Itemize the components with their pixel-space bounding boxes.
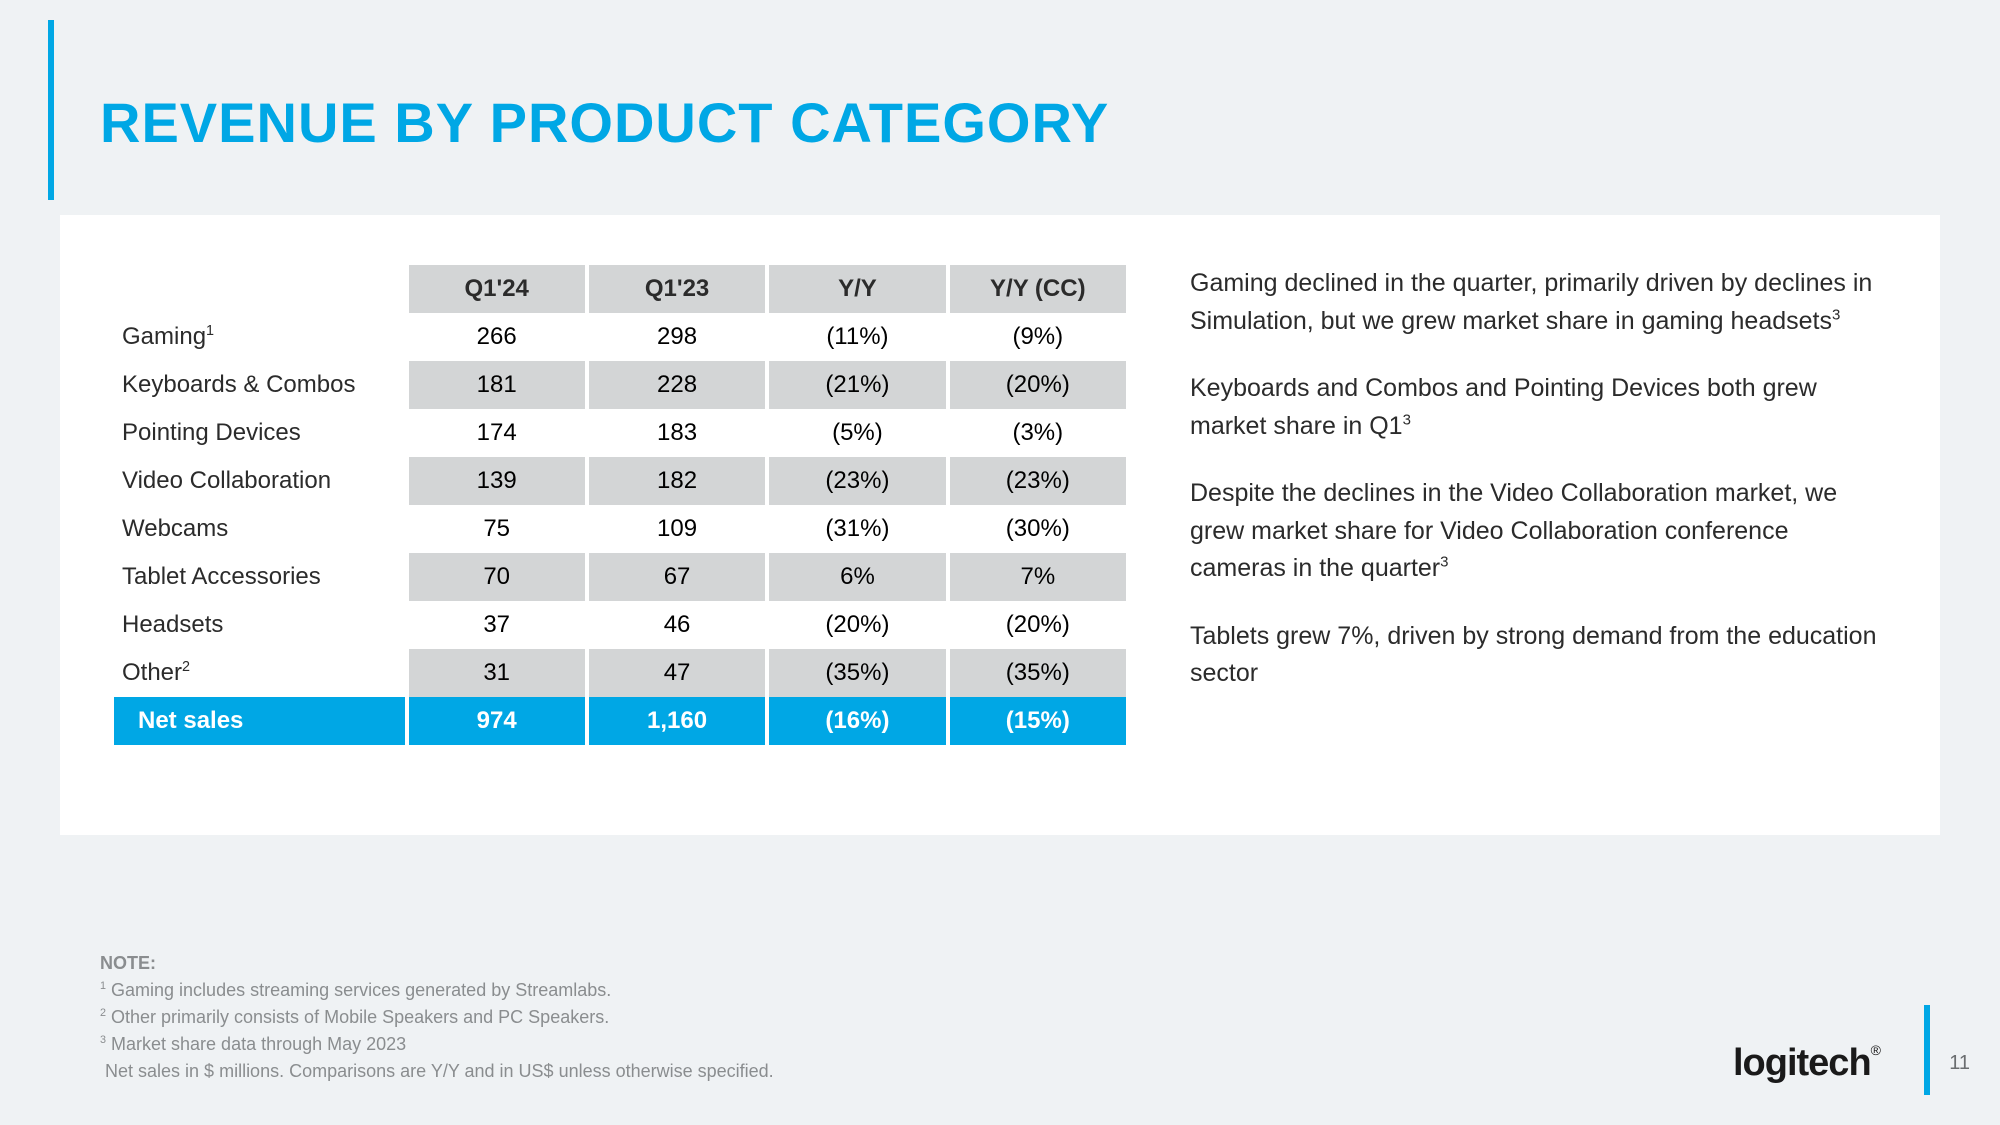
cell-q124: 181 [409,361,585,409]
cell-q124: 174 [409,409,585,457]
commentary-p4: Tablets grew 7%, driven by strong demand… [1190,618,1890,693]
row-label: Headsets [114,601,405,649]
header-yycc: Y/Y (CC) [950,265,1126,313]
cell-yy: (21%) [769,361,945,409]
table-row: Keyboards & Combos181228(21%)(20%) [114,361,1126,409]
cell-yy: (11%) [769,313,945,361]
total-yycc: (15%) [950,697,1126,745]
footnotes: NOTE: 1 Gaming includes streaming servic… [100,950,774,1085]
total-label: Net sales [114,697,405,745]
table-row: Other23147(35%)(35%) [114,649,1126,697]
cell-yycc: 7% [950,553,1126,601]
cell-yycc: (30%) [950,505,1126,553]
cell-yy: (35%) [769,649,945,697]
cell-yycc: (23%) [950,457,1126,505]
cell-q124: 31 [409,649,585,697]
cell-yycc: (3%) [950,409,1126,457]
cell-q124: 139 [409,457,585,505]
table-row: Pointing Devices174183(5%)(3%) [114,409,1126,457]
row-label: Keyboards & Combos [114,361,405,409]
row-label: Webcams [114,505,405,553]
header-q124: Q1'24 [409,265,585,313]
accent-bar [48,20,54,200]
footnote-2: 2 Other primarily consists of Mobile Spe… [100,1004,774,1031]
cell-q123: 182 [589,457,765,505]
cell-yy: (23%) [769,457,945,505]
commentary-p1: Gaming declined in the quarter, primaril… [1190,265,1890,340]
table-row: Tablet Accessories70676%7% [114,553,1126,601]
commentary-p3: Despite the declines in the Video Collab… [1190,475,1890,588]
total-q123: 1,160 [589,697,765,745]
footnote-3: 3 Market share data through May 2023 [100,1031,774,1058]
total-yy: (16%) [769,697,945,745]
revenue-table: Q1'24 Q1'23 Y/Y Y/Y (CC) Gaming1266298(1… [110,265,1130,745]
row-label: Other2 [114,649,405,697]
registered-icon: ® [1871,1042,1880,1058]
cell-q123: 46 [589,601,765,649]
row-label: Gaming1 [114,313,405,361]
revenue-table-wrap: Q1'24 Q1'23 Y/Y Y/Y (CC) Gaming1266298(1… [110,265,1130,805]
cell-yy: 6% [769,553,945,601]
cell-q123: 183 [589,409,765,457]
cell-yycc: (35%) [950,649,1126,697]
cell-yy: (31%) [769,505,945,553]
cell-yycc: (20%) [950,601,1126,649]
footnote-4: Net sales in $ millions. Comparisons are… [100,1058,774,1085]
table-row: Headsets3746(20%)(20%) [114,601,1126,649]
table-row: Webcams75109(31%)(30%) [114,505,1126,553]
corner-accent [1924,1005,1930,1095]
slide: REVENUE BY PRODUCT CATEGORY Q1'24 Q1'23 … [0,0,2000,1125]
footnote-1: 1 Gaming includes streaming services gen… [100,977,774,1004]
commentary: Gaming declined in the quarter, primaril… [1190,265,1890,805]
cell-q123: 47 [589,649,765,697]
page-number: 11 [1949,1052,1970,1075]
cell-q123: 109 [589,505,765,553]
row-label: Tablet Accessories [114,553,405,601]
cell-q124: 37 [409,601,585,649]
cell-yycc: (9%) [950,313,1126,361]
page-title: REVENUE BY PRODUCT CATEGORY [100,90,1900,155]
cell-q123: 228 [589,361,765,409]
content-card: Q1'24 Q1'23 Y/Y Y/Y (CC) Gaming1266298(1… [60,215,1940,835]
cell-yy: (5%) [769,409,945,457]
header-blank [114,265,405,313]
cell-q124: 75 [409,505,585,553]
table-total-row: Net sales 974 1,160 (16%) (15%) [114,697,1126,745]
footnote-label: NOTE: [100,950,774,977]
commentary-p2: Keyboards and Combos and Pointing Device… [1190,370,1890,445]
row-label: Video Collaboration [114,457,405,505]
header-q123: Q1'23 [589,265,765,313]
brand-logo: logitech® [1733,1042,1880,1085]
cell-yycc: (20%) [950,361,1126,409]
header-yy: Y/Y [769,265,945,313]
table-row: Video Collaboration139182(23%)(23%) [114,457,1126,505]
table-row: Gaming1266298(11%)(9%) [114,313,1126,361]
cell-q124: 266 [409,313,585,361]
cell-yy: (20%) [769,601,945,649]
total-q124: 974 [409,697,585,745]
cell-q123: 298 [589,313,765,361]
cell-q123: 67 [589,553,765,601]
cell-q124: 70 [409,553,585,601]
row-label: Pointing Devices [114,409,405,457]
table-header-row: Q1'24 Q1'23 Y/Y Y/Y (CC) [114,265,1126,313]
